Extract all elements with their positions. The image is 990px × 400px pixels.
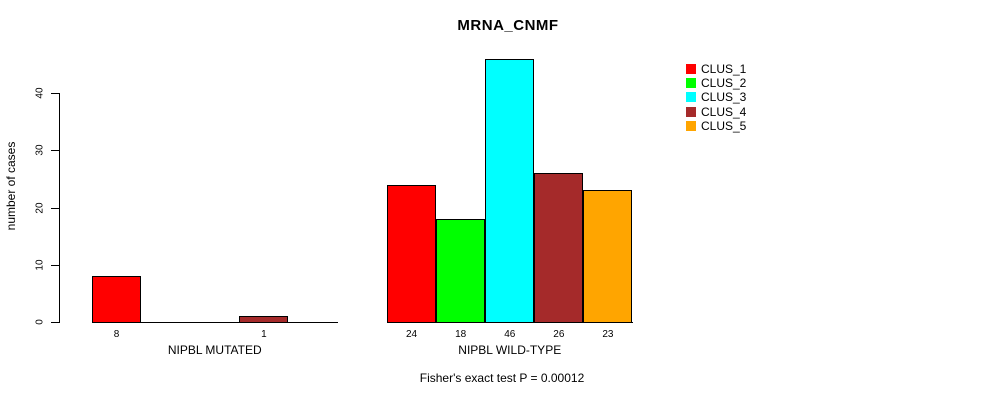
bar-clus-5-nipbl-wild-type [583, 190, 633, 323]
legend-swatch-clus-5 [686, 120, 696, 131]
bar-value-label: 26 [553, 329, 565, 340]
y-tick-label: 40 [34, 87, 46, 99]
y-axis-tick [51, 322, 59, 323]
y-axis-tick [51, 93, 59, 94]
y-axis-tick [51, 264, 59, 266]
legend-label: CLUS_4 [701, 104, 747, 119]
bar-value-label: 23 [602, 329, 614, 340]
group-label: NIPBL WILD-TYPE [458, 343, 562, 357]
x-baseline [92, 322, 338, 323]
bar-value-label: 8 [113, 329, 120, 340]
bar-value-label: 18 [455, 329, 467, 340]
legend-swatch-clus-1 [686, 64, 696, 74]
legend-label: CLUS_1 [701, 62, 747, 76]
legend-swatch-clus-4 [686, 106, 696, 117]
y-tick-label: 0 [34, 319, 46, 325]
bar-clus-1-nipbl-wild-type [387, 184, 437, 323]
legend-label: CLUS_2 [701, 76, 747, 91]
y-tick-label: 30 [34, 144, 46, 156]
legend-swatch-clus-3 [686, 92, 696, 103]
bar-value-label: 46 [504, 329, 516, 340]
stat-test-caption: Fisher's exact test P = 0.00012 [419, 371, 585, 385]
y-axis-tick [51, 207, 59, 209]
bar-clus-3-nipbl-wild-type [485, 58, 535, 323]
y-axis-label: number of cases [4, 141, 18, 231]
y-axis-tick [51, 150, 59, 152]
bar-value-label: 24 [405, 329, 418, 340]
legend-swatch-clus-2 [686, 78, 696, 89]
bar-clus-4-nipbl-mutated [239, 316, 289, 323]
group-label: NIPBL MUTATED [167, 343, 262, 357]
legend-label: CLUS_3 [701, 90, 747, 105]
bar-value-label: 1 [261, 329, 267, 340]
bar-clus-1-nipbl-mutated [92, 276, 142, 323]
y-tick-label: 10 [34, 259, 46, 271]
y-axis-line [59, 93, 60, 323]
y-tick-label: 20 [34, 201, 46, 214]
legend-label: CLUS_5 [701, 118, 747, 133]
bar-clus-2-nipbl-wild-type [436, 218, 486, 323]
bar-clus-4-nipbl-wild-type [534, 173, 584, 323]
chart-title: MRNA_CNMF [457, 17, 559, 34]
